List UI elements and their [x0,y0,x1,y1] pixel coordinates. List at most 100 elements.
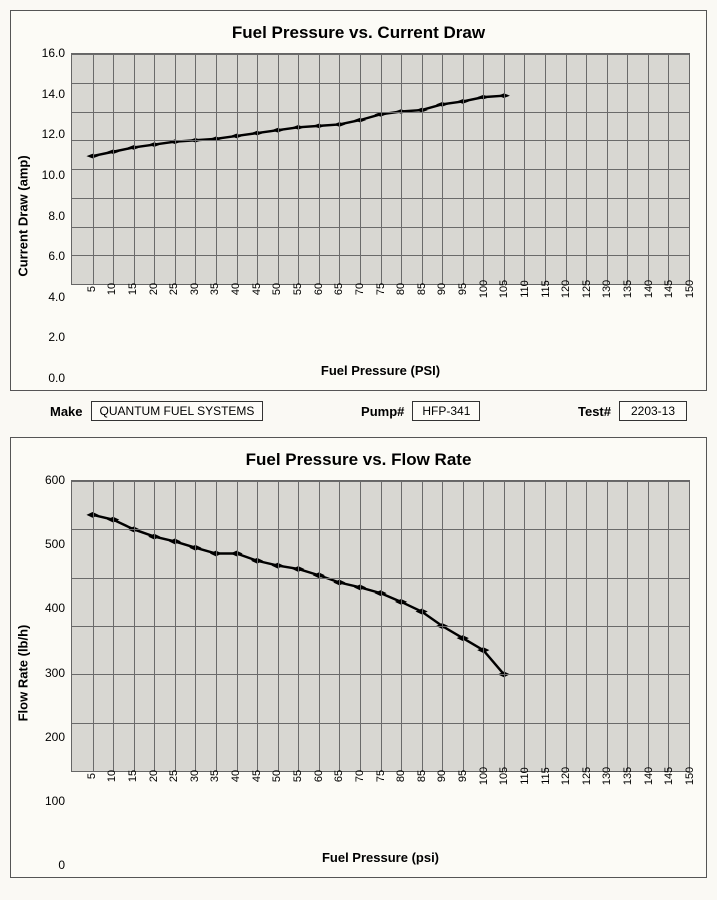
gridline-v [154,54,155,284]
xtick-label: 145 [663,767,675,785]
gridline-v [195,54,196,284]
gridline-v [401,481,402,771]
xtick-label: 140 [643,280,655,298]
xtick-label: 120 [560,767,572,785]
ytick-label: 200 [45,730,71,744]
test-value: 2203-13 [619,401,687,421]
chart2-plot-area [71,480,690,772]
gridline-v [216,54,217,284]
xtick-label: 130 [601,767,613,785]
chart1-title: Fuel Pressure vs. Current Draw [19,23,698,43]
gridline-v [154,481,155,771]
xtick-label: 50 [271,770,283,782]
xtick-label: 85 [416,770,428,782]
gridline-v [134,481,135,771]
xtick-label: 35 [209,770,221,782]
chart2-xlabel: Fuel Pressure (psi) [71,850,690,865]
chart-flow-rate: Fuel Pressure vs. Flow Rate Flow Rate (l… [10,437,707,878]
xtick-label: 125 [581,280,593,298]
gridline-v [381,54,382,284]
gridline-v [195,481,196,771]
chart2-title: Fuel Pressure vs. Flow Rate [19,450,698,470]
meta-row: Make QUANTUM FUEL SYSTEMS Pump# HFP-341 … [10,401,707,429]
gridline-v [257,54,258,284]
xtick-label: 115 [540,767,552,785]
chart2-xticks: 5101520253035404550556065707580859095100… [71,772,690,812]
xtick-label: 110 [519,767,531,785]
gridline-v [689,54,690,284]
xtick-label: 135 [622,280,634,298]
gridline-v [339,54,340,284]
xtick-label: 40 [230,770,242,782]
xtick-label: 35 [209,283,221,295]
gridline-v [566,481,567,771]
gridline-v [648,54,649,284]
xtick-label: 100 [478,280,490,298]
xtick-label: 80 [395,770,407,782]
gridline-v [278,54,279,284]
gridline-v [463,54,464,284]
xtick-label: 100 [478,767,490,785]
ytick-label: 0.0 [48,371,71,385]
pump-value: HFP-341 [412,401,480,421]
xtick-label: 90 [436,283,448,295]
xtick-label: 145 [663,280,675,298]
gridline-v [504,54,505,284]
chart2-plot-wrap: Flow Rate (lb/h) 51015202530354045505560… [71,480,690,865]
gridline-v [237,54,238,284]
xtick-label: 115 [540,280,552,298]
xtick-label: 45 [251,283,263,295]
xtick-label: 70 [354,283,366,295]
test-label: Test# [578,404,611,419]
ytick-label: 400 [45,601,71,615]
gridline-v [216,481,217,771]
xtick-label: 65 [333,770,345,782]
xtick-label: 45 [251,770,263,782]
xtick-label: 85 [416,283,428,295]
xtick-label: 30 [189,283,201,295]
xtick-label: 25 [168,283,180,295]
xtick-label: 110 [519,280,531,298]
gridline-v [237,481,238,771]
ytick-label: 8.0 [48,209,71,223]
gridline-v [524,54,525,284]
ytick-label: 300 [45,666,71,680]
xtick-label: 15 [127,770,139,782]
xtick-label: 60 [313,770,325,782]
gridline-v [524,481,525,771]
xtick-label: 105 [498,767,510,785]
gridline-v [627,54,628,284]
xtick-label: 20 [148,770,160,782]
xtick-label: 50 [271,283,283,295]
xtick-label: 10 [106,770,118,782]
xtick-label: 60 [313,283,325,295]
xtick-label: 10 [106,283,118,295]
ytick-label: 10.0 [42,168,71,182]
gridline-v [319,54,320,284]
gridline-v [607,481,608,771]
gridline-v [504,481,505,771]
xtick-label: 150 [684,280,696,298]
xtick-label: 140 [643,767,655,785]
gridline-v [93,54,94,284]
gridline-v [422,54,423,284]
xtick-label: 125 [581,767,593,785]
xtick-label: 25 [168,770,180,782]
gridline-v [627,481,628,771]
ytick-label: 4.0 [48,290,71,304]
gridline-v [298,54,299,284]
chart1-ylabel: Current Draw (amp) [16,155,31,276]
gridline-v [442,54,443,284]
gridline-v [175,481,176,771]
gridline-v [113,54,114,284]
xtick-label: 105 [498,280,510,298]
ytick-label: 0 [58,858,71,872]
chart1-xticks: 5101520253035404550556065707580859095100… [71,285,690,325]
gridline-v [463,481,464,771]
xtick-label: 55 [292,283,304,295]
xtick-label: 30 [189,770,201,782]
gridline-v [545,481,546,771]
ytick-label: 12.0 [42,127,71,141]
xtick-label: 135 [622,767,634,785]
xtick-label: 95 [457,283,469,295]
